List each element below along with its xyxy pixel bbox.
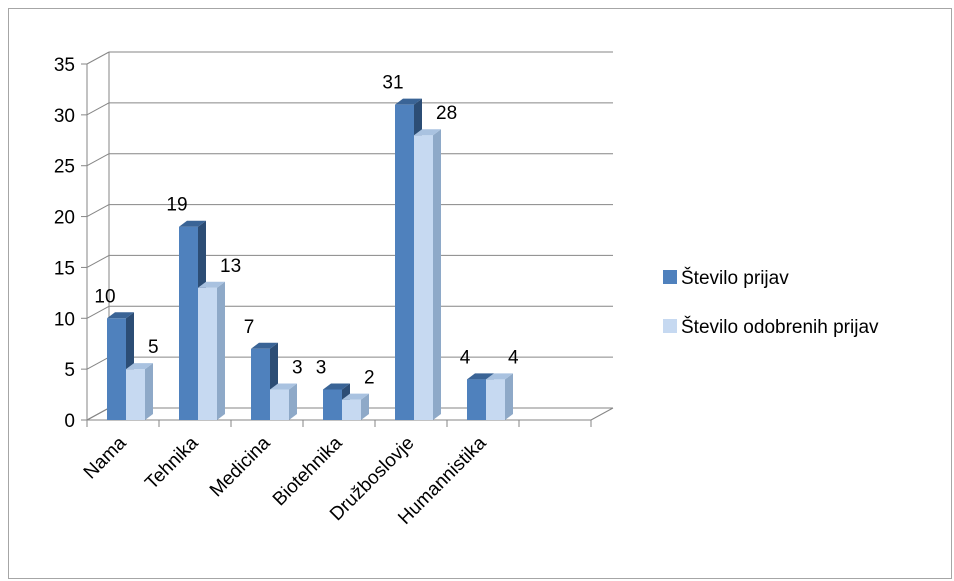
gridlines bbox=[86, 51, 613, 421]
legend-label: Število prijav bbox=[681, 267, 789, 289]
bar-top bbox=[107, 312, 134, 319]
gridline-side bbox=[86, 407, 110, 421]
data-labels: 10 5 19 13 7 3 3 2 31 28 4 4 bbox=[94, 73, 519, 389]
y-tick-labels: 0 5 10 15 20 25 30 35 bbox=[54, 55, 87, 432]
bar-top bbox=[486, 373, 513, 380]
bar-top bbox=[179, 220, 206, 227]
y-tick-label: 20 bbox=[54, 208, 75, 229]
data-label: 4 bbox=[508, 347, 519, 368]
bar-side bbox=[145, 363, 153, 420]
data-label: 3 bbox=[316, 357, 327, 378]
bar-top bbox=[323, 383, 350, 390]
gridline-side bbox=[86, 305, 110, 319]
bar-front bbox=[486, 379, 505, 420]
gridline-side bbox=[86, 356, 110, 370]
bar-side bbox=[289, 383, 297, 420]
bar-top bbox=[251, 342, 278, 349]
data-label: 28 bbox=[436, 103, 457, 124]
bar-top bbox=[414, 129, 441, 136]
bar-top bbox=[270, 383, 297, 390]
data-label: 5 bbox=[148, 337, 159, 358]
data-label: 31 bbox=[382, 73, 403, 94]
gridline-side bbox=[86, 153, 110, 167]
floor-right-edge bbox=[590, 407, 614, 421]
chart-frame: 0 5 10 15 20 25 30 35 10 5 19 13 7 3 3 2 31 28 4 4 Nama Teh… bbox=[8, 8, 952, 579]
bar-front bbox=[107, 318, 126, 420]
data-label: 19 bbox=[166, 195, 187, 216]
bar-side bbox=[217, 281, 225, 420]
bar-front bbox=[270, 389, 289, 420]
bar-side bbox=[505, 373, 513, 420]
bar-front bbox=[414, 135, 433, 420]
bar-front bbox=[323, 389, 342, 420]
bar-top bbox=[467, 373, 494, 380]
gridline-side bbox=[86, 102, 110, 116]
bars bbox=[107, 98, 513, 420]
bar-top bbox=[126, 363, 153, 370]
bar-front bbox=[126, 369, 145, 420]
y-tick-label: 5 bbox=[64, 360, 75, 381]
data-label: 10 bbox=[94, 286, 115, 307]
axes bbox=[86, 64, 592, 427]
data-label: 7 bbox=[244, 317, 255, 338]
y-tick-label: 25 bbox=[54, 157, 75, 178]
data-label: 4 bbox=[460, 347, 471, 368]
legend: Število prijav Število odobrenih prijav bbox=[663, 267, 879, 338]
y-tick-label: 30 bbox=[54, 106, 75, 127]
bar-front bbox=[251, 348, 270, 420]
legend-label: Število odobrenih prijav bbox=[681, 316, 879, 338]
y-tick-label: 35 bbox=[54, 55, 75, 76]
category-label: Tehnika bbox=[141, 432, 202, 493]
category-label: Medicina bbox=[206, 432, 275, 501]
bar-front bbox=[467, 379, 486, 420]
bar-side bbox=[433, 129, 441, 420]
legend-swatch bbox=[663, 270, 677, 284]
bar-side bbox=[361, 393, 369, 420]
bar-front bbox=[198, 287, 217, 420]
category-labels: Nama Tehnika MedicinaBiotehnikaDružboslovj… bbox=[80, 432, 491, 529]
category-label: Biotehnika bbox=[269, 432, 347, 510]
data-label: 3 bbox=[292, 357, 303, 378]
y-tick-label: 10 bbox=[54, 309, 75, 330]
bar-chart: 0 5 10 15 20 25 30 35 10 5 19 13 7 3 3 2 31 28 4 4 Nama Teh… bbox=[54, 51, 879, 529]
chart-walls bbox=[86, 52, 614, 421]
legend-swatch bbox=[663, 319, 677, 333]
bar-top bbox=[395, 98, 422, 105]
gridline-side bbox=[86, 204, 110, 218]
bar-top bbox=[198, 281, 225, 288]
bar-top bbox=[342, 393, 369, 400]
bar-front bbox=[342, 399, 361, 420]
bar-front bbox=[395, 104, 414, 420]
y-tick-label: 15 bbox=[54, 258, 75, 279]
data-label: 2 bbox=[364, 368, 375, 389]
y-tick-label: 0 bbox=[64, 411, 75, 432]
data-label: 13 bbox=[220, 256, 241, 277]
bar-front bbox=[179, 226, 198, 420]
gridline-side bbox=[86, 254, 110, 268]
category-label: Nama bbox=[80, 432, 131, 483]
gridline-side bbox=[86, 51, 110, 65]
